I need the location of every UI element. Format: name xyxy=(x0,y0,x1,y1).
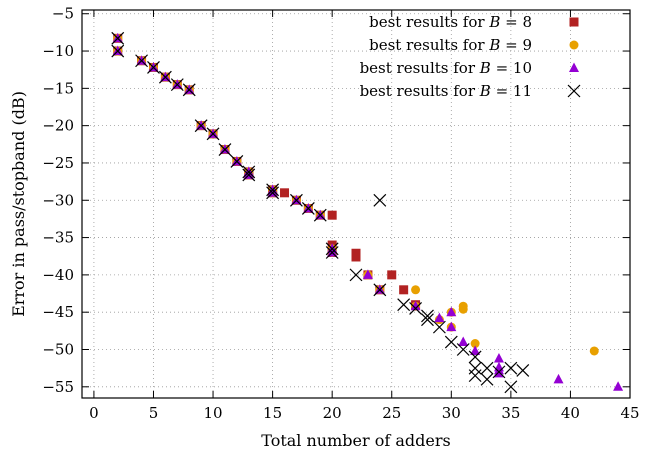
y-tick-label: −40 xyxy=(42,266,74,284)
data-point xyxy=(470,345,481,355)
x-tick-label: 0 xyxy=(89,404,99,422)
data-point xyxy=(504,361,518,375)
data-point xyxy=(444,335,458,349)
data-point xyxy=(493,352,504,363)
data-point xyxy=(421,313,434,327)
legend-label-1: best results for B = 9 xyxy=(369,36,532,54)
data-point xyxy=(492,365,506,379)
data-point xyxy=(242,165,256,179)
data-point xyxy=(182,83,196,97)
x-tick-label: 15 xyxy=(263,404,282,422)
data-point xyxy=(373,283,387,297)
y-tick-label: −10 xyxy=(42,42,74,60)
data-point xyxy=(456,343,470,356)
y-tick-label: −55 xyxy=(42,378,74,396)
y-tick-label: −15 xyxy=(42,79,74,97)
data-point xyxy=(170,78,184,92)
data-point xyxy=(327,210,337,220)
data-point xyxy=(218,143,232,156)
data-point xyxy=(373,193,387,207)
x-tick-label: 40 xyxy=(561,404,580,422)
y-tick-label: −30 xyxy=(42,191,74,209)
x-tick-label: 35 xyxy=(501,404,520,422)
legend: best results for B = 8 best results for B… xyxy=(360,13,581,100)
data-point xyxy=(158,70,172,84)
legend-label-2: best results for B = 10 xyxy=(360,59,532,77)
data-point xyxy=(313,208,327,222)
data-point xyxy=(362,269,373,279)
y-tick-label: −5 xyxy=(52,5,74,23)
data-point xyxy=(553,373,564,384)
data-point xyxy=(266,186,280,200)
data-point xyxy=(411,285,421,295)
data-point xyxy=(458,336,469,347)
data-point xyxy=(589,346,599,356)
data-point xyxy=(397,298,411,312)
axis-ticks: 0 5 10 15 20 25 30 35 40 45 −5 −10 −15 −20 −25 −30 −35 −4… xyxy=(42,5,639,422)
y-tick-label: −25 xyxy=(42,154,74,172)
data-point xyxy=(280,188,290,198)
x-axis-label: Total number of adders xyxy=(261,431,450,450)
data-point xyxy=(468,361,482,375)
data-point xyxy=(458,304,468,314)
legend-marker-1 xyxy=(569,40,579,50)
data-point xyxy=(432,320,446,334)
plot-frame xyxy=(81,9,631,399)
series-3 xyxy=(111,31,530,394)
data-point xyxy=(468,350,482,364)
legend-marker-2 xyxy=(569,62,579,72)
y-tick-label: −35 xyxy=(42,229,74,247)
data-point xyxy=(266,183,280,197)
data-point xyxy=(230,155,244,168)
x-tick-label: 5 xyxy=(149,404,159,422)
data-point xyxy=(111,31,125,45)
data-point xyxy=(468,369,482,383)
x-tick-label: 10 xyxy=(203,404,222,422)
data-point xyxy=(147,61,160,74)
data-point xyxy=(111,44,125,58)
data-point xyxy=(301,202,315,215)
data-point xyxy=(242,168,256,182)
y-tick-label: −50 xyxy=(42,341,74,359)
x-tick-label: 25 xyxy=(382,404,401,422)
legend-label-0: best results for B = 8 xyxy=(369,13,532,31)
legend-marker-3 xyxy=(567,84,581,98)
data-point xyxy=(613,381,624,391)
data-point xyxy=(480,361,494,375)
data-point xyxy=(387,270,397,280)
data-point xyxy=(325,246,339,259)
y-tick-label: −20 xyxy=(42,117,74,135)
data-point xyxy=(349,268,363,282)
legend-marker-0 xyxy=(569,17,579,27)
y-tick-label: −45 xyxy=(42,303,74,321)
legend-label-3: best results for B = 11 xyxy=(360,82,532,100)
data-point xyxy=(470,339,480,349)
data-point xyxy=(446,321,457,332)
data-point xyxy=(194,119,208,133)
data-point xyxy=(410,300,421,311)
x-tick-label: 20 xyxy=(323,404,342,422)
series-group xyxy=(111,31,624,394)
data-point xyxy=(446,306,457,317)
data-point xyxy=(351,252,361,262)
x-tick-label: 30 xyxy=(442,404,461,422)
data-point xyxy=(399,285,409,295)
x-tick-label: 45 xyxy=(620,404,639,422)
data-point xyxy=(504,380,518,394)
data-point xyxy=(325,242,339,256)
data-point xyxy=(409,302,422,315)
data-point xyxy=(516,363,530,377)
y-axis-label: Error in pass/stopband (dB) xyxy=(9,91,28,317)
data-point xyxy=(434,312,445,323)
data-point xyxy=(480,372,494,386)
data-point xyxy=(206,127,220,141)
data-point xyxy=(421,309,434,323)
data-point xyxy=(135,54,148,68)
data-point xyxy=(290,193,303,207)
grid xyxy=(82,10,631,398)
